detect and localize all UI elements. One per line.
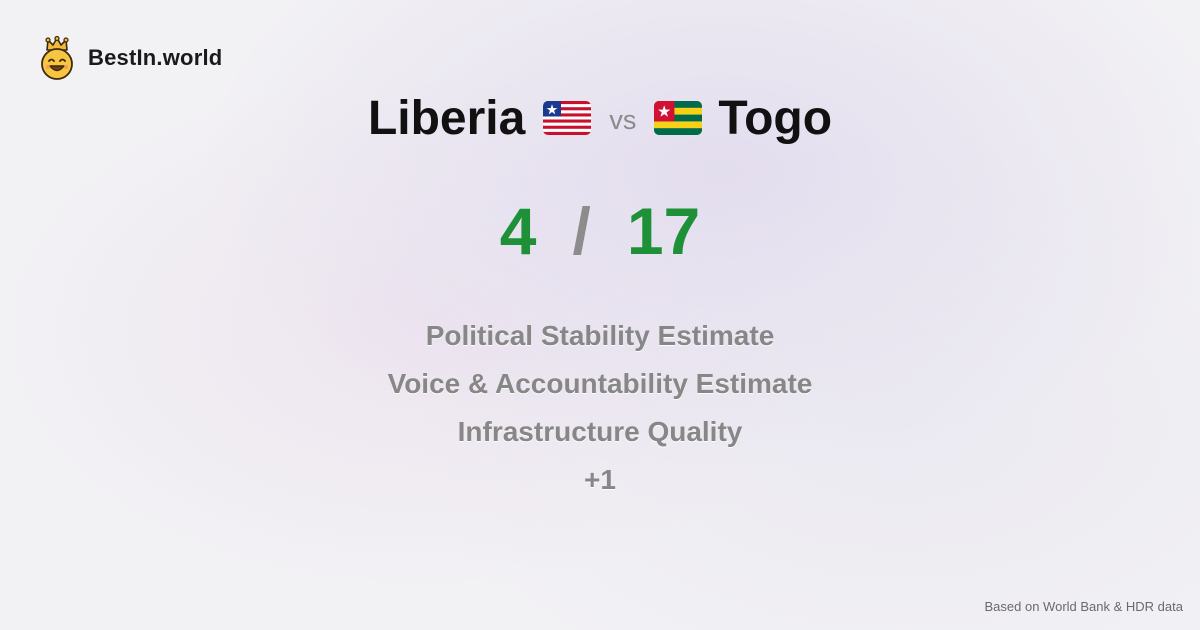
left-country-name: Liberia [367, 91, 526, 145]
metric-list: Political Stability Estimate Voice & Acc… [0, 312, 1200, 504]
comparison-title: Liberia vs Togo [0, 86, 1200, 150]
metric-item: Voice & Accountability Estimate [387, 368, 813, 399]
togo-flag-icon [654, 101, 703, 135]
metric-item: Political Stability Estimate [425, 320, 775, 351]
crowned-smiley-icon [41, 36, 73, 80]
liberia-flag-icon [543, 101, 592, 135]
right-country-name: Togo [718, 91, 833, 145]
metric-item: Infrastructure Quality [457, 416, 743, 447]
score: 4 / 17 [0, 188, 1200, 274]
data-source-note: Based on World Bank & HDR data [984, 599, 1183, 614]
score-separator: / [572, 194, 591, 268]
more-metrics-count: +1 [584, 464, 616, 495]
left-score: 4 [499, 194, 537, 268]
right-score: 17 [626, 194, 701, 268]
vs-label: vs [609, 104, 637, 135]
brand[interactable]: BestIn.world [38, 36, 222, 80]
brand-name: BestIn.world [88, 45, 223, 70]
